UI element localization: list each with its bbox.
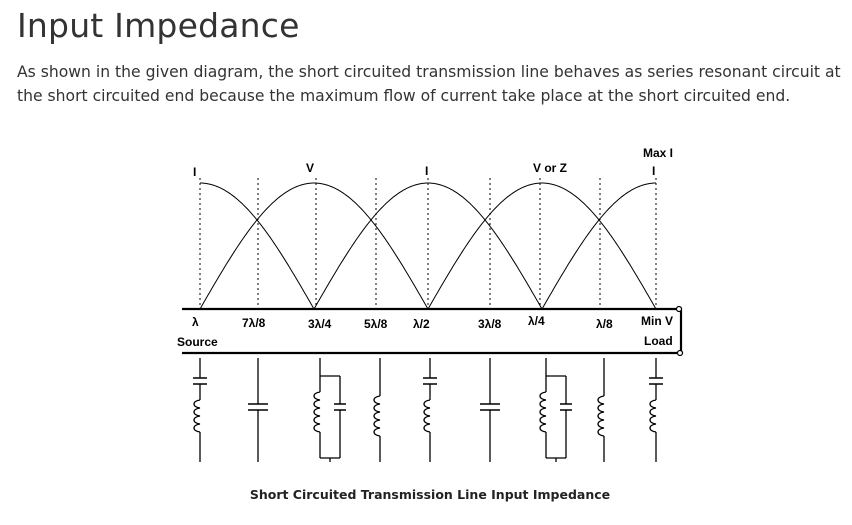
label-current-mid: I	[425, 164, 428, 178]
dotted-guides	[199, 178, 657, 309]
voltage-curve	[199, 182, 657, 311]
pos-label-7l8: 7λ/8	[242, 316, 266, 330]
circuit-inductor	[597, 358, 605, 462]
circuit-series-lc	[193, 358, 207, 462]
inductor-coil	[373, 395, 381, 437]
pos-label-lambda: λ	[192, 315, 199, 329]
inductor-coil	[649, 399, 657, 433]
circuit-series-lc	[649, 358, 663, 462]
source-label: Source	[177, 335, 218, 349]
current-curve	[200, 182, 656, 311]
circuit-parallel-lc	[539, 358, 572, 462]
circuit-capacitor	[248, 358, 268, 462]
pos-label-3l8: 3λ/8	[478, 317, 502, 331]
circuit-capacitor	[480, 358, 500, 462]
inductor-coil	[313, 391, 321, 433]
inductor-coil	[597, 395, 605, 437]
load-label: Load	[644, 334, 673, 348]
label-voltage-or-z: V or Z	[533, 161, 567, 175]
equivalent-circuits	[193, 358, 663, 462]
inductor-coil	[193, 399, 201, 433]
inductor-coil	[423, 399, 431, 433]
pos-label-5l8: 5λ/8	[364, 317, 388, 331]
pos-label-3l4: 3λ/4	[308, 317, 332, 331]
page-title: Input Impedance	[17, 6, 300, 45]
pos-label-l2: λ/2	[413, 317, 430, 331]
circuit-parallel-lc	[313, 358, 346, 462]
pos-label-min-v: Min V	[641, 314, 673, 328]
label-voltage-max-1: V	[306, 161, 314, 175]
inductor-coil	[539, 391, 547, 433]
intro-paragraph: As shown in the given diagram, the short…	[17, 63, 841, 105]
figure-caption: Short Circuited Transmission Line Input …	[249, 487, 611, 502]
terminal-top	[675, 305, 683, 313]
label-max-i: Max I	[643, 146, 673, 160]
pos-label-l8: λ/8	[596, 317, 613, 331]
label-current-load: I	[652, 164, 655, 178]
terminal-bottom	[676, 349, 684, 357]
standing-wave-curves	[199, 182, 657, 311]
circuit-series-lc	[423, 358, 437, 462]
label-current-source: I	[193, 165, 196, 179]
circuit-inductor	[373, 358, 381, 462]
pos-label-l4: λ/4	[528, 314, 545, 328]
